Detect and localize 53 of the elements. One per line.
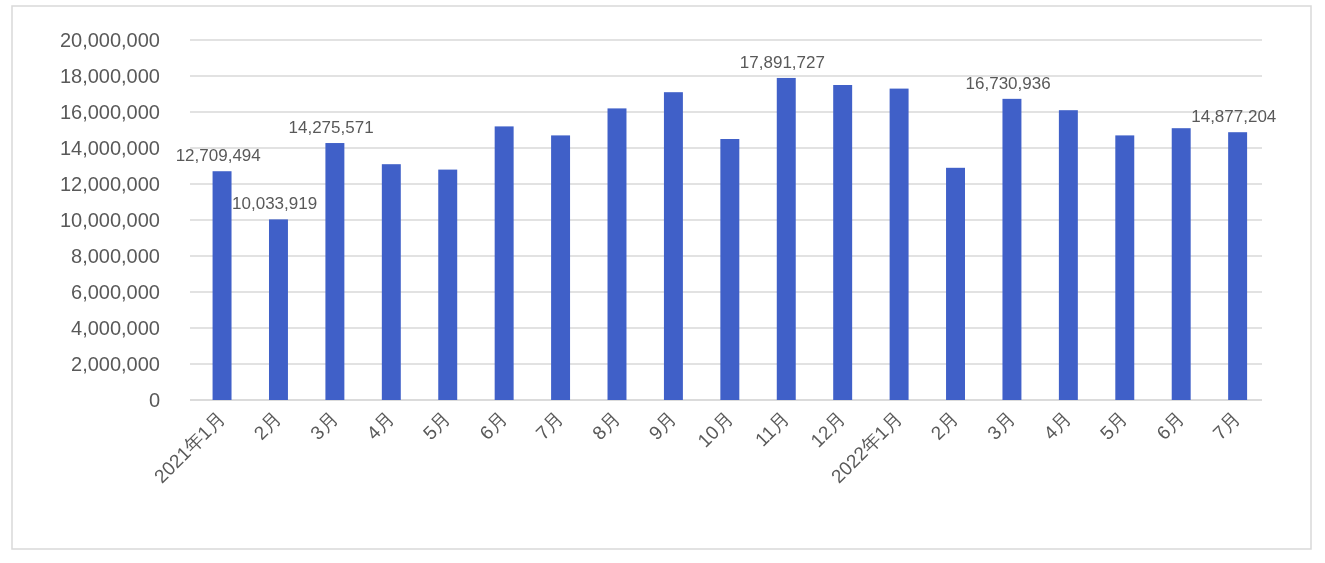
bar [268,219,288,400]
bar [1058,110,1078,400]
x-tick-label: 6月 [475,407,512,444]
x-tick-label: 7月 [531,407,568,444]
bar [1002,98,1022,400]
data-label: 17,891,727 [739,52,825,72]
bar [607,108,627,400]
bar [381,164,401,400]
bar [212,171,232,400]
data-label: 10,033,919 [232,194,318,214]
x-tick-label: 6月 [1152,407,1189,444]
data-label: 16,730,936 [965,73,1051,93]
bar [776,77,796,400]
x-tick-label: 4月 [362,407,399,444]
y-tick-label: 2,000,000 [71,353,160,375]
x-tick-label: 3月 [306,407,342,444]
y-tick-label: 16,000,000 [59,101,160,123]
bar [551,135,571,400]
x-tick-label: 8月 [588,407,624,444]
y-tick-label: 18,000,000 [59,65,160,87]
x-tick-label: 4月 [1039,407,1076,444]
bar [833,85,853,400]
x-tick-label: 3月 [983,407,1019,444]
y-tick-label: 10,000,000 [59,209,160,231]
bar [946,167,965,400]
y-tick-label: 4,000,000 [71,317,160,339]
bar [720,139,740,400]
data-label: 14,877,204 [1191,107,1277,127]
y-tick-label: 0 [148,389,160,411]
y-tick-label: 8,000,000 [71,245,160,267]
x-tick-label: 10月 [693,407,737,452]
bar [1171,128,1191,400]
data-label: 12,709,494 [175,146,261,166]
x-tick-label: 2月 [249,407,286,444]
x-tick-label: 5月 [418,407,455,444]
y-tick-label: 6,000,000 [71,281,160,303]
x-tick-label: 7月 [1208,407,1245,444]
y-tick-label: 20,000,000 [59,29,160,51]
x-tick-label: 11月 [751,407,794,451]
bar [663,92,683,400]
bar [1115,135,1135,400]
data-label: 14,275,571 [288,118,374,138]
x-tick-label: 2月 [926,407,963,444]
bar [325,143,345,400]
x-tick-label: 5月 [1096,407,1132,444]
x-tick-label: 12月 [806,407,850,452]
x-tick-label: 9月 [644,407,681,444]
bar [438,169,458,400]
bar [494,126,514,400]
y-tick-label: 12,000,000 [59,173,160,195]
y-tick-label: 14,000,000 [59,137,160,159]
bar [889,88,909,400]
bar [1228,132,1248,400]
